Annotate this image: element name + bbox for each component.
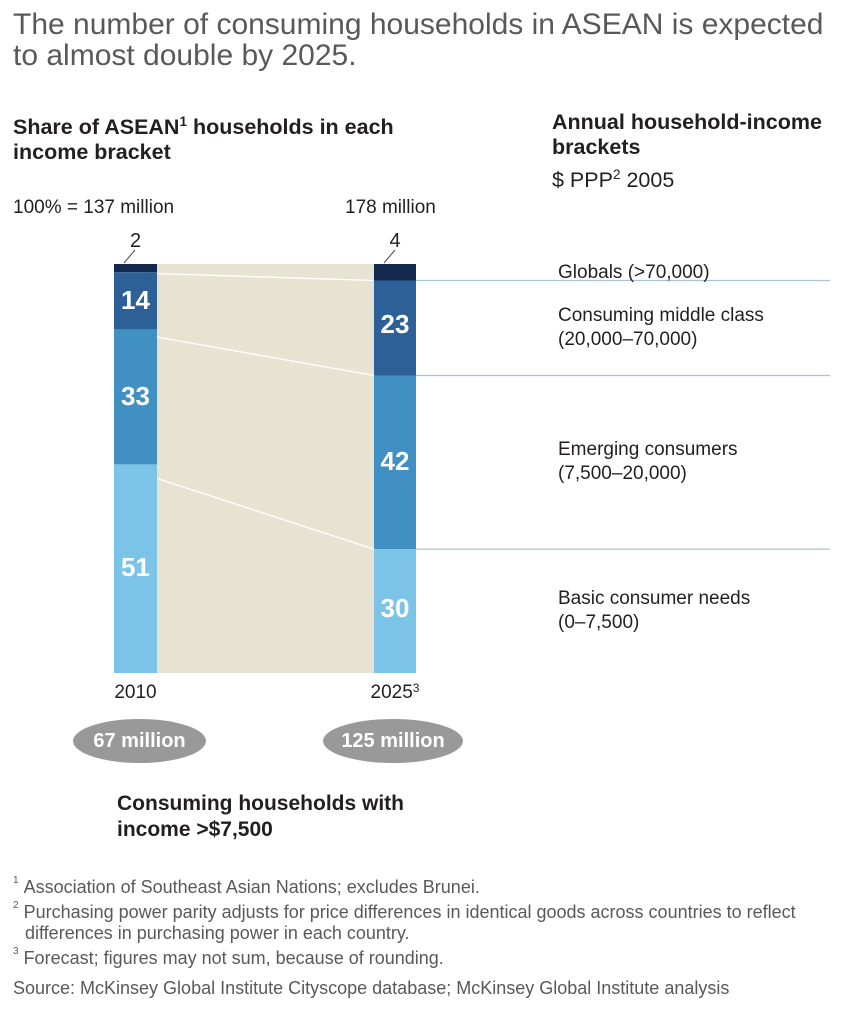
- svg-text:42: 42: [381, 446, 410, 476]
- svg-text:51: 51: [121, 552, 150, 582]
- svg-text:30: 30: [381, 593, 410, 623]
- svg-text:2: 2: [130, 230, 141, 252]
- svg-text:2010: 2010: [114, 682, 156, 703]
- svg-text:33: 33: [121, 381, 150, 411]
- svg-text:23: 23: [381, 309, 410, 339]
- svg-text:4: 4: [389, 230, 400, 252]
- svg-text:14: 14: [121, 285, 150, 315]
- svg-text:20253: 20253: [371, 681, 420, 703]
